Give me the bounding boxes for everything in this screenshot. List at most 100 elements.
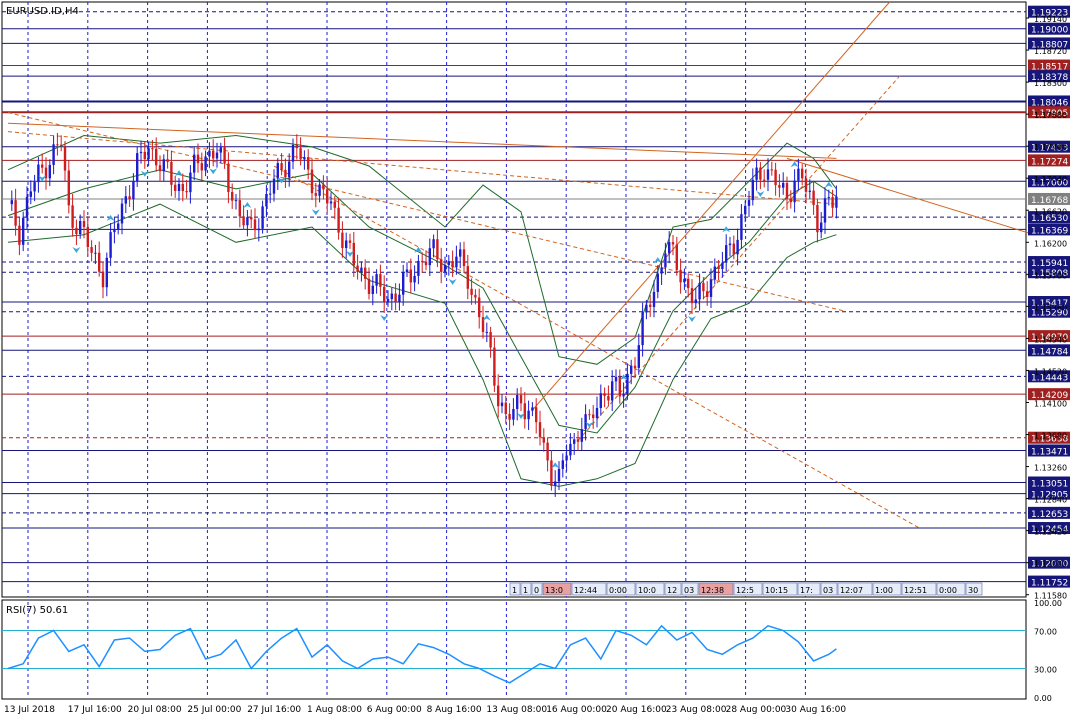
candle-body[interactable] [797,168,800,181]
candle-body[interactable] [770,169,773,171]
candle-body[interactable] [481,317,485,332]
candle-body[interactable] [86,227,89,248]
candle-body[interactable] [649,304,652,307]
candle-body[interactable] [542,437,545,443]
candle-body[interactable] [466,266,469,289]
candle-body[interactable] [462,249,466,267]
candle-body[interactable] [603,393,606,396]
candle-body[interactable] [139,151,143,154]
candle-body[interactable] [690,288,694,304]
candle-body[interactable] [565,455,568,461]
candle-body[interactable] [120,203,124,224]
candle-body[interactable] [242,216,245,226]
candle-body[interactable] [326,189,329,204]
candle-body[interactable] [527,410,530,420]
candle-body[interactable] [820,222,823,233]
candle-body[interactable] [333,201,336,208]
candle-body[interactable] [215,152,219,159]
candle-body[interactable] [698,282,701,300]
trendline[interactable] [273,165,921,529]
candle-body[interactable] [717,266,720,269]
candle-body[interactable] [22,217,25,245]
candle-body[interactable] [33,182,36,192]
candle-body[interactable] [816,204,819,233]
candle-body[interactable] [793,180,796,203]
candle-body[interactable] [383,286,386,303]
candle-body[interactable] [63,145,67,171]
candle-body[interactable] [637,345,640,368]
candle-body[interactable] [356,265,359,273]
candle-body[interactable] [641,312,644,346]
candle-body[interactable] [622,393,625,397]
candle-body[interactable] [223,147,226,164]
candle-body[interactable] [379,274,382,287]
candle-body[interactable] [630,365,633,374]
candle-body[interactable] [265,193,268,207]
candle-body[interactable] [694,299,697,304]
candle-body[interactable] [417,260,420,276]
candle-body[interactable] [443,265,447,272]
candle-body[interactable] [569,443,572,456]
candle-body[interactable] [151,148,154,150]
candle-body[interactable] [668,242,671,254]
candle-body[interactable] [177,183,181,191]
candle-body[interactable] [512,408,515,420]
candle-body[interactable] [394,293,397,302]
candle-body[interactable] [516,395,519,409]
candle-body[interactable] [227,163,230,193]
candle-body[interactable] [162,159,165,172]
candle-body[interactable] [789,198,792,203]
candle-body[interactable] [29,191,32,197]
candle-body[interactable] [550,460,553,486]
candle-body[interactable] [14,200,17,226]
candle-body[interactable] [52,144,55,165]
candle-body[interactable] [117,223,120,229]
candle-body[interactable] [18,225,21,245]
candle-body[interactable] [371,285,374,294]
candle-body[interactable] [774,169,777,186]
candle-body[interactable] [618,376,621,397]
candle-body[interactable] [592,414,595,419]
candle-body[interactable] [812,190,815,205]
candle-body[interactable] [71,205,74,228]
candle-body[interactable] [147,148,150,160]
candle-body[interactable] [785,182,789,199]
candle-body[interactable] [405,269,409,273]
candle-body[interactable] [500,402,504,407]
trendline[interactable] [577,74,902,441]
candle-body[interactable] [713,266,716,280]
candle-body[interactable] [398,294,401,302]
candle-body[interactable] [755,167,758,180]
candle-body[interactable] [725,245,728,263]
candle-body[interactable] [250,217,253,220]
candle-body[interactable] [60,144,63,146]
candle-body[interactable] [687,278,690,289]
candle-body[interactable] [782,182,785,188]
candle-body[interactable] [554,481,557,486]
candle-body[interactable] [231,192,234,201]
candle-body[interactable] [44,167,48,179]
candle-body[interactable] [766,169,770,180]
candle-body[interactable] [269,193,272,195]
candle-body[interactable] [367,278,371,294]
candle-body[interactable] [436,239,439,260]
candle-body[interactable] [614,376,618,382]
candle-body[interactable] [709,279,713,297]
candle-body[interactable] [364,267,367,279]
candle-body[interactable] [801,168,804,179]
candle-body[interactable] [310,169,314,194]
candle-body[interactable] [778,185,781,188]
candle-body[interactable] [611,381,614,401]
candle-body[interactable] [728,243,732,246]
candle-body[interactable] [573,439,576,444]
candle-body[interactable] [238,200,241,217]
candle-body[interactable] [174,184,177,191]
candle-body[interactable] [185,191,188,193]
candle-body[interactable] [143,151,146,160]
candle-body[interactable] [402,272,405,295]
candle-body[interactable] [584,414,587,430]
candle-body[interactable] [451,261,454,268]
candle-body[interactable] [352,242,355,266]
candle-body[interactable] [132,181,135,200]
